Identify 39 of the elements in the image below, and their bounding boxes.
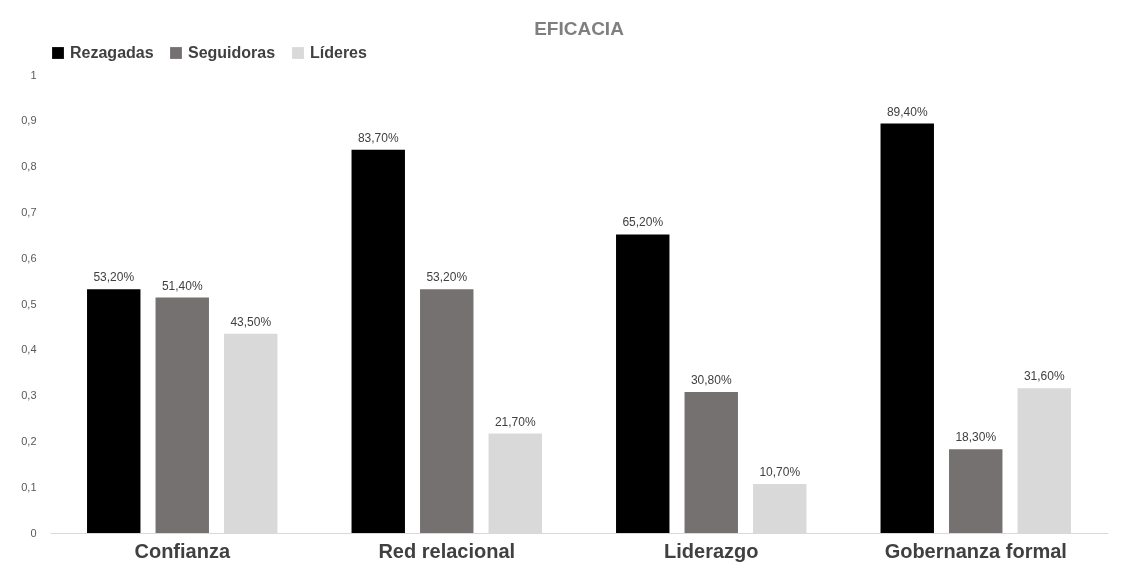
x-tick-label: Confianza: [134, 539, 231, 562]
bar: [87, 289, 141, 533]
legend-label: Seguidoras: [188, 44, 276, 61]
y-tick-label: 0,3: [21, 389, 37, 402]
x-tick-label: Red relacional: [378, 539, 516, 562]
y-tick-label: 0,5: [21, 297, 37, 310]
data-label: 65,20%: [622, 215, 664, 230]
y-tick-label: 0: [30, 526, 37, 539]
data-label: 21,70%: [494, 414, 536, 429]
data-label: 83,70%: [357, 130, 399, 145]
bar: [420, 289, 474, 533]
y-tick-label: 1: [30, 68, 37, 81]
data-label: 31,60%: [1023, 369, 1065, 384]
y-tick-label: 0,7: [21, 205, 37, 218]
legend-label: Líderes: [310, 44, 368, 61]
y-tick-label: 0,1: [21, 480, 37, 493]
data-label: 30,80%: [690, 372, 732, 387]
data-label: 51,40%: [161, 278, 203, 293]
data-label: 43,50%: [230, 314, 272, 329]
chart-title: EFICACIA: [534, 18, 625, 39]
data-label: 53,20%: [426, 270, 468, 285]
y-tick-label: 0,6: [21, 251, 37, 264]
data-label: 18,30%: [955, 430, 997, 445]
y-tick-label: 0,2: [21, 434, 37, 447]
data-label: 10,70%: [759, 464, 801, 479]
x-tick-label: Liderazgo: [664, 539, 759, 562]
bar: [949, 449, 1003, 533]
bar: [616, 234, 670, 533]
bar: [880, 123, 934, 533]
data-label: 53,20%: [93, 270, 135, 285]
y-tick-label: 0,8: [21, 160, 37, 173]
bar: [684, 391, 738, 533]
bar: [155, 297, 209, 533]
bar: [351, 149, 405, 533]
y-tick-label: 0,9: [21, 114, 37, 127]
x-tick-label: Gobernanza formal: [884, 539, 1067, 562]
data-label: 89,40%: [886, 104, 928, 119]
legend-label: Rezagadas: [70, 44, 154, 61]
y-tick-label: 0,4: [21, 343, 37, 356]
